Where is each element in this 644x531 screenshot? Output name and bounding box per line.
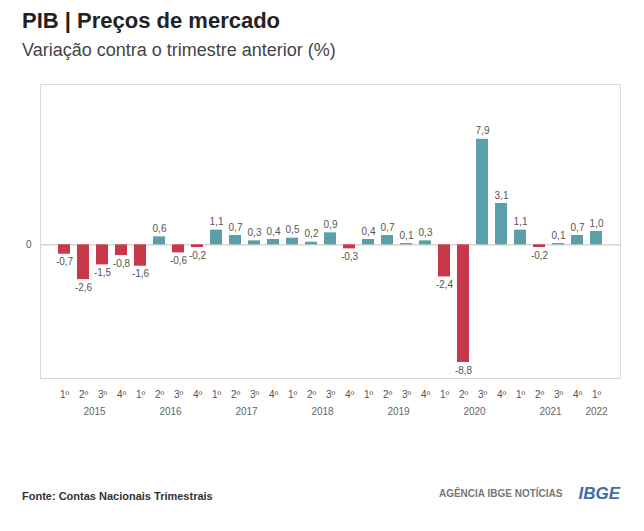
svg-text:2º: 2º [383, 389, 393, 400]
svg-text:2º: 2º [231, 389, 241, 400]
svg-text:2º: 2º [307, 389, 317, 400]
svg-text:4º: 4º [269, 389, 279, 400]
svg-text:0,9: 0,9 [324, 219, 338, 230]
svg-text:1º: 1º [592, 389, 602, 400]
svg-text:1º: 1º [288, 389, 298, 400]
html-text:PIB | Preços de mercado: PIB | Preços de mercado [22, 8, 280, 33]
svg-text:4º: 4º [117, 389, 127, 400]
svg-text:2022: 2022 [585, 406, 608, 417]
svg-text:3º: 3º [402, 389, 412, 400]
svg-text:4º: 4º [193, 389, 203, 400]
svg-text:-1,5: -1,5 [94, 267, 112, 278]
svg-text:0,7: 0,7 [381, 222, 395, 233]
svg-text:0,7: 0,7 [229, 222, 243, 233]
svg-text:0,1: 0,1 [400, 230, 414, 241]
svg-text:2º: 2º [155, 389, 165, 400]
svg-text:-0,3: -0,3 [341, 251, 359, 262]
svg-text:0,7: 0,7 [571, 222, 585, 233]
svg-text:-8,8: -8,8 [455, 365, 473, 376]
svg-text:0,4: 0,4 [362, 226, 376, 237]
svg-text:2021: 2021 [539, 406, 562, 417]
svg-text:0,3: 0,3 [248, 227, 262, 238]
svg-text:1º: 1º [60, 389, 70, 400]
svg-text:1º: 1º [440, 389, 450, 400]
svg-text:7,9: 7,9 [476, 125, 490, 136]
svg-text:-0,2: -0,2 [531, 250, 549, 261]
svg-text:1,0: 1,0 [590, 218, 604, 229]
svg-text:0,5: 0,5 [286, 224, 300, 235]
svg-text:-2,6: -2,6 [75, 282, 93, 293]
svg-text:1º: 1º [136, 389, 146, 400]
svg-text:3º: 3º [250, 389, 260, 400]
svg-text:-0,7: -0,7 [56, 256, 74, 267]
svg-text:2019: 2019 [387, 406, 410, 417]
svg-text:4º: 4º [573, 389, 583, 400]
svg-text:3,1: 3,1 [495, 190, 509, 201]
svg-text:0: 0 [26, 239, 32, 250]
svg-text:-0,2: -0,2 [189, 250, 207, 261]
svg-text:3º: 3º [174, 389, 184, 400]
svg-text:2017: 2017 [235, 406, 258, 417]
svg-text:0,6: 0,6 [153, 223, 167, 234]
svg-text:3º: 3º [326, 389, 336, 400]
html-text:IBGE: IBGE [578, 484, 620, 503]
svg-text:1,1: 1,1 [514, 216, 528, 227]
html-text:Variação contra o trimestre an: Variação contra o trimestre anterior (%) [22, 40, 336, 60]
svg-text:1º: 1º [212, 389, 222, 400]
svg-text:0,1: 0,1 [552, 230, 566, 241]
svg-text:1,1: 1,1 [210, 216, 224, 227]
svg-text:0,4: 0,4 [267, 226, 281, 237]
svg-text:0,2: 0,2 [305, 228, 319, 239]
svg-text:4º: 4º [497, 389, 507, 400]
svg-text:1º: 1º [516, 389, 526, 400]
svg-text:0,3: 0,3 [419, 227, 433, 238]
svg-text:2020: 2020 [463, 406, 486, 417]
svg-text:3º: 3º [478, 389, 488, 400]
svg-text:2015: 2015 [83, 406, 106, 417]
svg-text:2018: 2018 [311, 406, 334, 417]
svg-text:2016: 2016 [159, 406, 182, 417]
svg-text:2º: 2º [459, 389, 469, 400]
svg-text:2º: 2º [535, 389, 545, 400]
svg-text:3º: 3º [554, 389, 564, 400]
svg-text:4º: 4º [345, 389, 355, 400]
svg-text:-1,6: -1,6 [132, 268, 150, 279]
svg-text:3º: 3º [98, 389, 108, 400]
svg-text:-0,8: -0,8 [113, 258, 131, 269]
svg-text:-2,4: -2,4 [436, 279, 454, 290]
html-text:Fonte: Contas Nacionais Trimes: Fonte: Contas Nacionais Trimestrais [22, 490, 213, 502]
svg-text:1º: 1º [364, 389, 374, 400]
svg-text:-0,6: -0,6 [170, 255, 188, 266]
svg-text:4º: 4º [421, 389, 431, 400]
svg-text:2º: 2º [79, 389, 89, 400]
html-text:AGÊNCIA IBGE NOTÍCIAS: AGÊNCIA IBGE NOTÍCIAS [438, 488, 563, 499]
